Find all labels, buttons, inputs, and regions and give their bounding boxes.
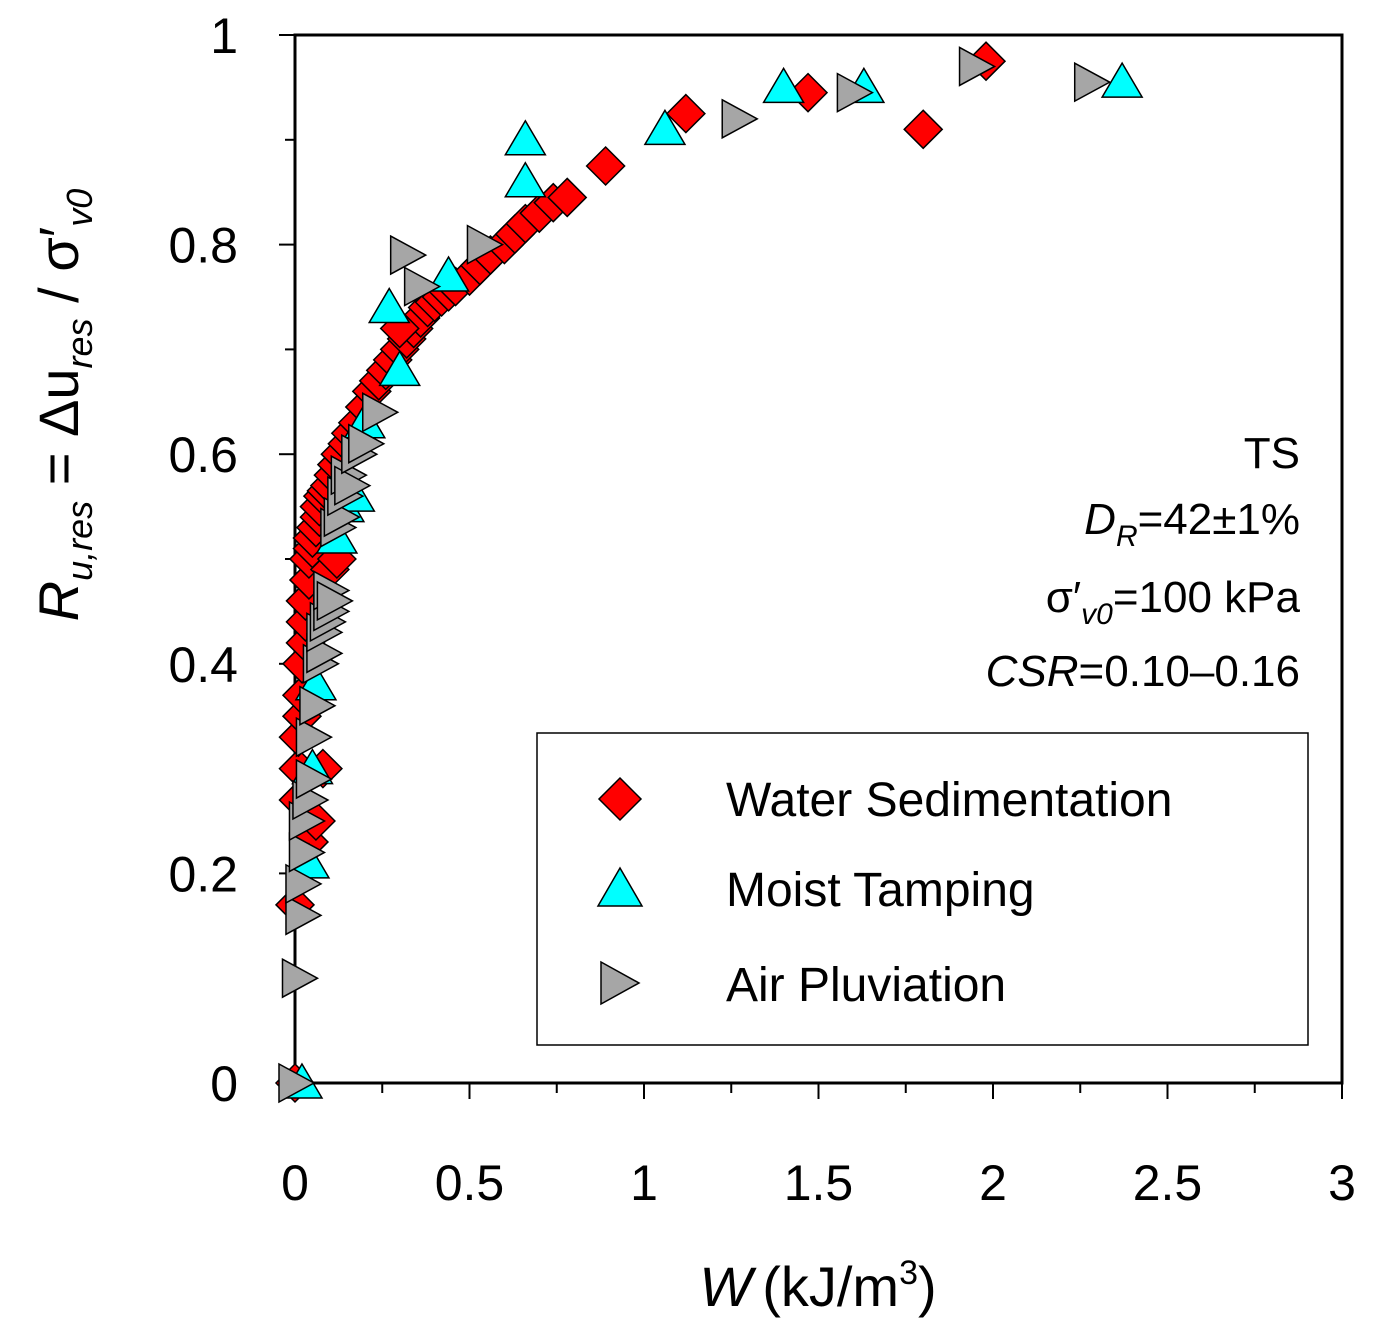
annotation-sigma: σ′ bbox=[1046, 573, 1081, 622]
point-air-pluviation bbox=[281, 957, 320, 999]
tick-labels: 0 0.5 1 1.5 2 2.5 3 0 0.2 0.4 0.6 0.8 1 bbox=[168, 8, 1355, 1211]
legend-marker-moist-tamping bbox=[596, 866, 644, 907]
point-air-pluviation bbox=[836, 72, 874, 113]
annotation: TS DR=42±1% σ′v0=100 kPa CSR=0.10–0.16 bbox=[986, 429, 1301, 696]
point-air-pluviation bbox=[285, 863, 323, 905]
legend-box bbox=[536, 732, 1309, 1046]
point-air-pluviation bbox=[316, 580, 354, 622]
annotation-line-4: CSR=0.10–0.16 bbox=[986, 647, 1300, 696]
annotation-csr: CSR bbox=[986, 647, 1079, 696]
point-air-pluviation bbox=[334, 465, 372, 506]
x-tick-label: 2 bbox=[979, 1155, 1007, 1211]
point-water-sedimentation bbox=[585, 145, 626, 187]
point-air-pluviation bbox=[288, 832, 327, 873]
y-axis-r-sub: u,res bbox=[59, 501, 100, 581]
y-axis-v0-sub: v0 bbox=[59, 189, 100, 227]
point-moist-tamping bbox=[378, 349, 422, 387]
legend-label-moist-tamping: Moist Tamping bbox=[726, 864, 1035, 917]
point-moist-tamping bbox=[427, 255, 470, 292]
legend-label-air-pluviation: Air Pluviation bbox=[726, 959, 1006, 1012]
annotation-sigma-value: =100 kPa bbox=[1113, 573, 1301, 622]
y-tick-label: 0.4 bbox=[168, 637, 238, 693]
annotation-sigma-sub: v0 bbox=[1081, 598, 1113, 631]
x-tick-label: 2.5 bbox=[1133, 1155, 1203, 1211]
point-air-pluviation bbox=[285, 895, 323, 936]
annotation-dr-sub: R bbox=[1116, 520, 1138, 553]
y-axis-slash: / σ′ bbox=[27, 227, 90, 319]
point-air-pluviation bbox=[1073, 61, 1112, 103]
x-tick-label: 1.5 bbox=[784, 1155, 854, 1211]
annotation-line-2: DR=42±1% bbox=[1084, 495, 1300, 553]
y-tick-label: 0 bbox=[210, 1056, 238, 1112]
x-axis-symbol: W bbox=[699, 1255, 757, 1318]
point-moist-tamping bbox=[643, 108, 687, 146]
y-tick-label: 0.8 bbox=[168, 218, 238, 274]
x-axis-units-sup: 3 bbox=[899, 1254, 918, 1292]
point-air-pluviation bbox=[721, 98, 759, 140]
x-axis-units-close: ) bbox=[918, 1255, 937, 1318]
annotation-dr-value: =42±1% bbox=[1138, 495, 1300, 544]
y-tick-label: 0.2 bbox=[168, 846, 238, 902]
point-air-pluviation bbox=[278, 1062, 316, 1104]
point-air-pluviation bbox=[362, 392, 400, 433]
point-air-pluviation bbox=[958, 46, 997, 87]
point-air-pluviation bbox=[389, 234, 428, 276]
point-moist-tamping bbox=[367, 287, 411, 324]
x-axis-title: W (kJ/m3) bbox=[699, 1254, 936, 1318]
legend-label-water-sedimentation: Water Sedimentation bbox=[726, 774, 1172, 827]
point-air-pluviation bbox=[348, 423, 386, 464]
x-tick-label: 3 bbox=[1328, 1155, 1356, 1211]
legend-marker-water-sedimentation bbox=[597, 776, 643, 822]
point-moist-tamping bbox=[762, 66, 805, 104]
point-air-pluviation bbox=[403, 266, 442, 307]
y-tick-label: 1 bbox=[210, 8, 238, 64]
y-axis-res-sub: res bbox=[59, 318, 100, 368]
point-water-sedimentation bbox=[903, 109, 944, 150]
annotation-line-1: TS bbox=[1244, 429, 1300, 478]
annotation-csr-value: =0.10–0.16 bbox=[1079, 647, 1300, 696]
legend-marker-air-pluviation bbox=[600, 960, 641, 1006]
x-tick-label: 0 bbox=[281, 1155, 309, 1211]
point-moist-tamping bbox=[504, 119, 547, 156]
point-air-pluviation bbox=[295, 758, 334, 800]
annotation-line-3: σ′v0=100 kPa bbox=[1046, 573, 1301, 631]
y-tick-label: 0.6 bbox=[168, 427, 238, 483]
x-axis-units: (kJ/m bbox=[762, 1255, 899, 1318]
point-moist-tamping bbox=[1100, 61, 1144, 98]
point-air-pluviation bbox=[466, 224, 505, 265]
point-water-sedimentation bbox=[665, 93, 706, 134]
point-water-sedimentation bbox=[547, 177, 588, 218]
x-tick-label: 1 bbox=[630, 1155, 658, 1211]
y-axis-eq: = Δu bbox=[27, 368, 90, 500]
point-air-pluviation bbox=[295, 716, 334, 758]
x-tick-label: 0.5 bbox=[435, 1155, 505, 1211]
y-axis-title: Ru,res = Δures / σ′v0 bbox=[27, 189, 100, 622]
data-points bbox=[274, 41, 1144, 1104]
annotation-dr: D bbox=[1084, 495, 1116, 544]
legend: Water Sedimentation Moist Tamping Air Pl… bbox=[536, 732, 1309, 1046]
point-air-pluviation bbox=[299, 685, 337, 726]
point-moist-tamping bbox=[504, 161, 547, 198]
y-axis-r: R bbox=[27, 581, 90, 621]
